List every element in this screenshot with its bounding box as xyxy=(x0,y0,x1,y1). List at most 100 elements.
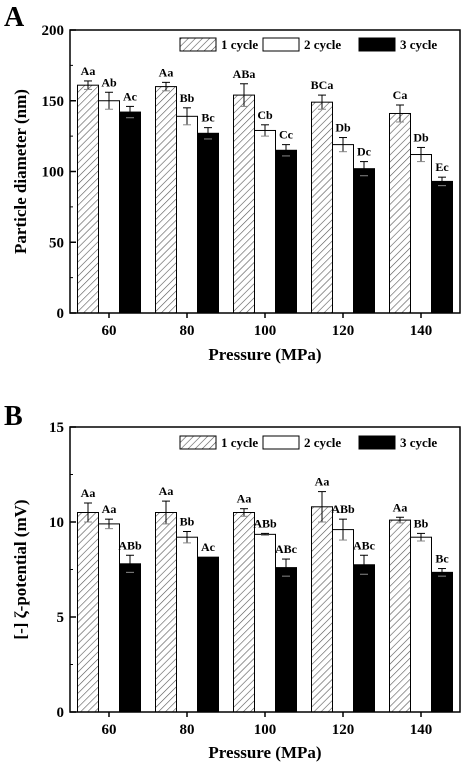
bar-a-s2-140 xyxy=(410,154,432,314)
bar-a-s2-60 xyxy=(98,100,120,314)
bar-a-s3-100 xyxy=(275,149,297,314)
significance-label-b-s3-80: Ac xyxy=(201,540,216,554)
y-tick-label-a-100: 100 xyxy=(42,165,65,181)
x-tick-label-a-140: 140 xyxy=(410,323,433,339)
legend-swatch-a-s1 xyxy=(179,37,217,52)
bar-b-s1-60 xyxy=(77,512,99,713)
y-tick-label-b-5: 5 xyxy=(57,610,65,626)
x-tick-label-a-120: 120 xyxy=(332,323,355,339)
y-axis-title-b: [-] ζ-potential (mV) xyxy=(11,499,30,639)
significance-label-a-s3-80: Bc xyxy=(201,111,215,125)
significance-label-b-s2-140: Bb xyxy=(414,516,429,530)
bar-b-s3-140 xyxy=(431,571,453,713)
bar-b-s2-120 xyxy=(332,529,354,713)
bar-a-s2-80 xyxy=(176,115,198,314)
bar-b-s3-80 xyxy=(197,556,219,713)
bar-b-s2-80 xyxy=(176,536,198,713)
significance-label-a-s2-100: Cb xyxy=(257,108,273,122)
significance-label-a-s2-120: Db xyxy=(335,121,351,135)
significance-label-a-s2-80: Bb xyxy=(180,91,195,105)
y-tick-label-a-50: 50 xyxy=(49,235,64,251)
x-tick-label-b-100: 100 xyxy=(254,722,277,738)
significance-label-b-s1-120: Aa xyxy=(315,475,330,489)
legend-swatch-b-s1 xyxy=(179,435,217,450)
significance-label-b-s2-100: ABb xyxy=(253,516,277,530)
significance-label-a-s2-140: Db xyxy=(413,130,429,144)
y-tick-label-b-10: 10 xyxy=(49,515,64,531)
legend-label-a-s3: 3 cycle xyxy=(400,37,437,52)
significance-label-a-s1-140: Ca xyxy=(393,88,408,102)
bar-a-s1-120 xyxy=(311,101,333,314)
bar-b-s1-140 xyxy=(389,519,411,713)
significance-label-a-s1-120: BCa xyxy=(311,78,334,92)
bar-b-s1-80 xyxy=(155,512,177,713)
significance-label-b-s1-60: Aa xyxy=(81,486,96,500)
x-tick-label-b-140: 140 xyxy=(410,722,433,738)
x-tick-label-b-60: 60 xyxy=(102,722,117,738)
x-tick-label-b-120: 120 xyxy=(332,722,355,738)
x-axis-title-b: Pressure (MPa) xyxy=(208,743,321,762)
bar-a-s1-140 xyxy=(389,112,411,314)
bar-b-s3-60 xyxy=(119,563,141,713)
x-tick-label-b-80: 80 xyxy=(180,722,195,738)
significance-label-a-s1-80: Aa xyxy=(159,65,174,79)
legend-label-a-s2: 2 cycle xyxy=(304,37,341,52)
significance-label-a-s3-60: Ac xyxy=(123,89,138,103)
significance-label-b-s2-120: ABb xyxy=(331,502,355,516)
significance-label-b-s1-80: Aa xyxy=(159,484,174,498)
bar-b-s2-60 xyxy=(98,523,120,713)
significance-label-b-s3-60: ABb xyxy=(118,538,142,552)
bar-a-s3-80 xyxy=(197,132,219,314)
bar-a-s3-120 xyxy=(353,168,375,314)
y-tick-label-a-150: 150 xyxy=(42,94,65,110)
x-tick-label-a-100: 100 xyxy=(254,323,277,339)
bar-b-s1-100 xyxy=(233,512,255,713)
legend-label-b-s3: 3 cycle xyxy=(400,435,437,450)
significance-label-b-s2-60: Aa xyxy=(102,502,117,516)
bar-b-s2-140 xyxy=(410,536,432,713)
significance-label-a-s1-60: Aa xyxy=(81,64,96,78)
legend-label-b-s2: 2 cycle xyxy=(304,435,341,450)
significance-label-b-s1-140: Aa xyxy=(393,500,408,514)
x-tick-label-a-60: 60 xyxy=(102,323,117,339)
chart-panel-b: B Aa Aa Aa Aa Aa Aa Bb ABb ABb Bb ABb Ac ABc ABc Bc 0 5 10… xyxy=(4,401,461,762)
legend-swatch-b-s2 xyxy=(262,435,300,450)
significance-label-b-s2-80: Bb xyxy=(180,515,195,529)
bar-a-s3-140 xyxy=(431,180,453,314)
y-axis-title-a: Particle diameter (nm) xyxy=(11,89,30,254)
bar-b-s3-100 xyxy=(275,567,297,713)
bar-a-s2-120 xyxy=(332,144,354,314)
bar-a-s1-100 xyxy=(233,94,255,314)
bar-b-s2-100 xyxy=(254,533,276,713)
panel-label-b: B xyxy=(4,401,23,432)
bar-a-s1-60 xyxy=(77,84,99,314)
significance-label-b-s1-100: Aa xyxy=(237,492,252,506)
panel-label-a: A xyxy=(4,2,25,33)
bar-b-s3-120 xyxy=(353,564,375,713)
x-axis-title-a: Pressure (MPa) xyxy=(208,345,321,364)
chart-panel-a: A Aa Aa ABa BCa Ca Ab Bb Cb Db Db Ac Bc Cc Dc Ec 0 50 100 1… xyxy=(4,2,461,364)
significance-label-a-s1-100: ABa xyxy=(233,67,256,81)
bar-b-s1-120 xyxy=(311,506,333,713)
y-tick-label-a-0: 0 xyxy=(57,306,65,322)
legend-label-a-s1: 1 cycle xyxy=(221,37,258,52)
significance-label-a-s3-140: Ec xyxy=(435,160,449,174)
significance-label-a-s3-100: Cc xyxy=(279,128,294,142)
legend-label-b-s1: 1 cycle xyxy=(221,435,258,450)
bar-a-s2-100 xyxy=(254,129,276,314)
significance-label-b-s3-100: ABc xyxy=(275,542,298,556)
legend-swatch-b-s3 xyxy=(358,435,396,450)
y-tick-label-a-200: 200 xyxy=(42,23,65,39)
bar-a-s1-80 xyxy=(155,86,177,314)
x-tick-label-a-80: 80 xyxy=(180,323,195,339)
legend-swatch-a-s2 xyxy=(262,37,300,52)
bar-a-s3-60 xyxy=(119,111,141,314)
significance-label-b-s3-140: Bc xyxy=(435,552,449,566)
legend-swatch-a-s3 xyxy=(358,37,396,52)
y-tick-label-b-0: 0 xyxy=(57,705,65,721)
significance-label-a-s3-120: Dc xyxy=(357,145,372,159)
significance-label-b-s3-120: ABc xyxy=(353,538,376,552)
significance-label-a-s2-60: Ab xyxy=(101,75,117,89)
y-tick-label-b-15: 15 xyxy=(49,420,64,436)
